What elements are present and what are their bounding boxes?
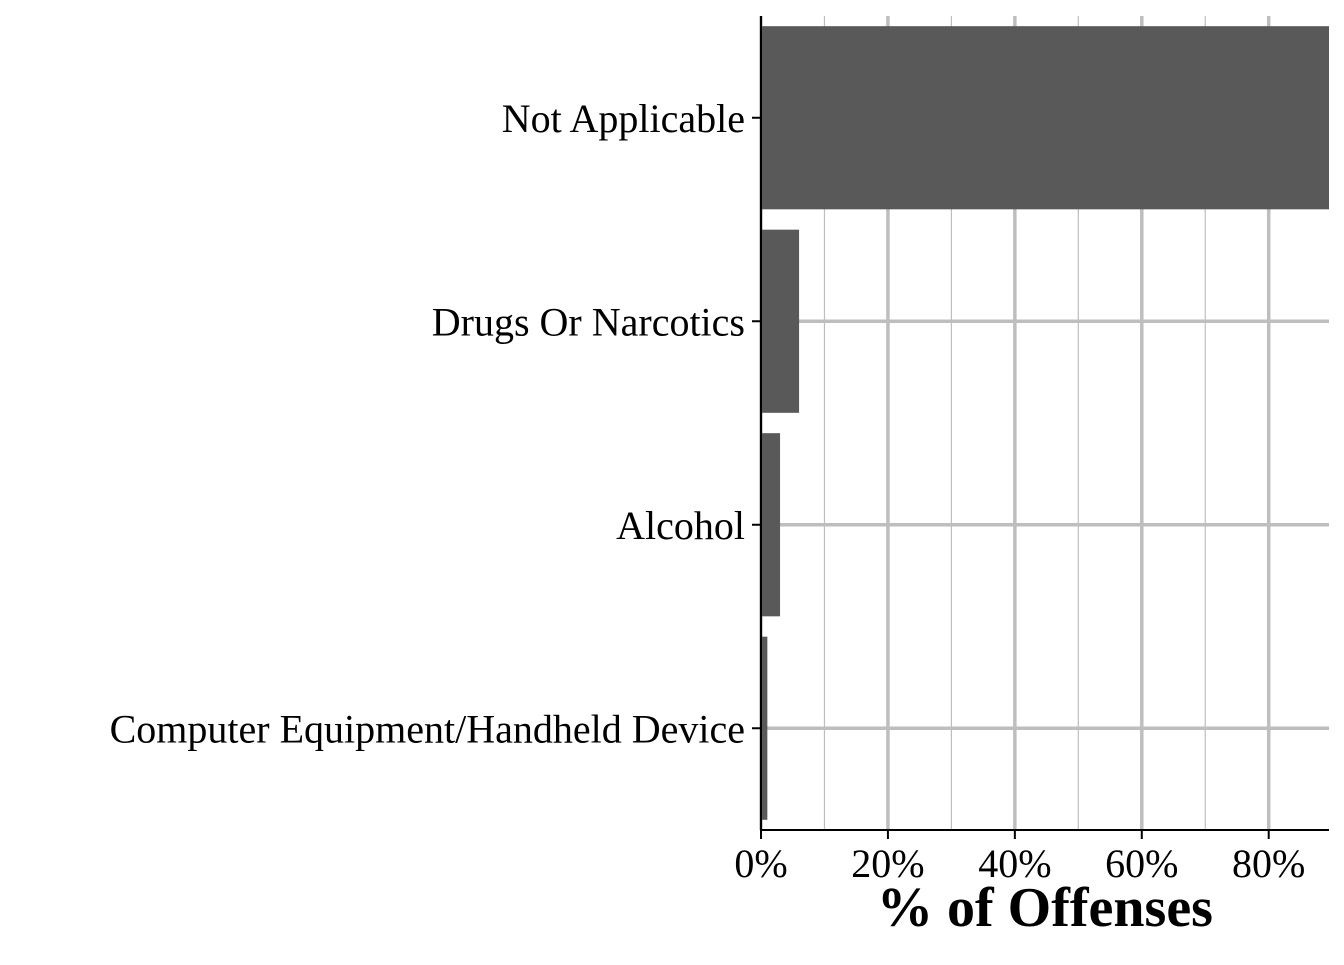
bars bbox=[761, 26, 1329, 820]
labels: Not Applicable Drugs Or Narcotics Alcohol C… bbox=[110, 96, 1306, 886]
x-tick-label: 20% bbox=[851, 841, 924, 886]
category-label: Drugs Or Narcotics bbox=[432, 299, 745, 344]
x-tick-label: 40% bbox=[978, 841, 1051, 886]
bar bbox=[761, 636, 768, 820]
bar bbox=[761, 433, 781, 617]
category-label: Computer Equipment/Handheld Device bbox=[110, 706, 745, 751]
axes bbox=[752, 16, 1329, 839]
bar bbox=[761, 26, 1329, 210]
x-tick-label: 0% bbox=[734, 841, 787, 886]
x-tick-label: 80% bbox=[1232, 841, 1305, 886]
bar bbox=[761, 229, 800, 413]
x-tick-label: 60% bbox=[1105, 841, 1178, 886]
category-label: Not Applicable bbox=[502, 96, 745, 141]
x-axis-title: % of Offenses bbox=[877, 877, 1213, 939]
category-label: Alcohol bbox=[616, 503, 745, 548]
